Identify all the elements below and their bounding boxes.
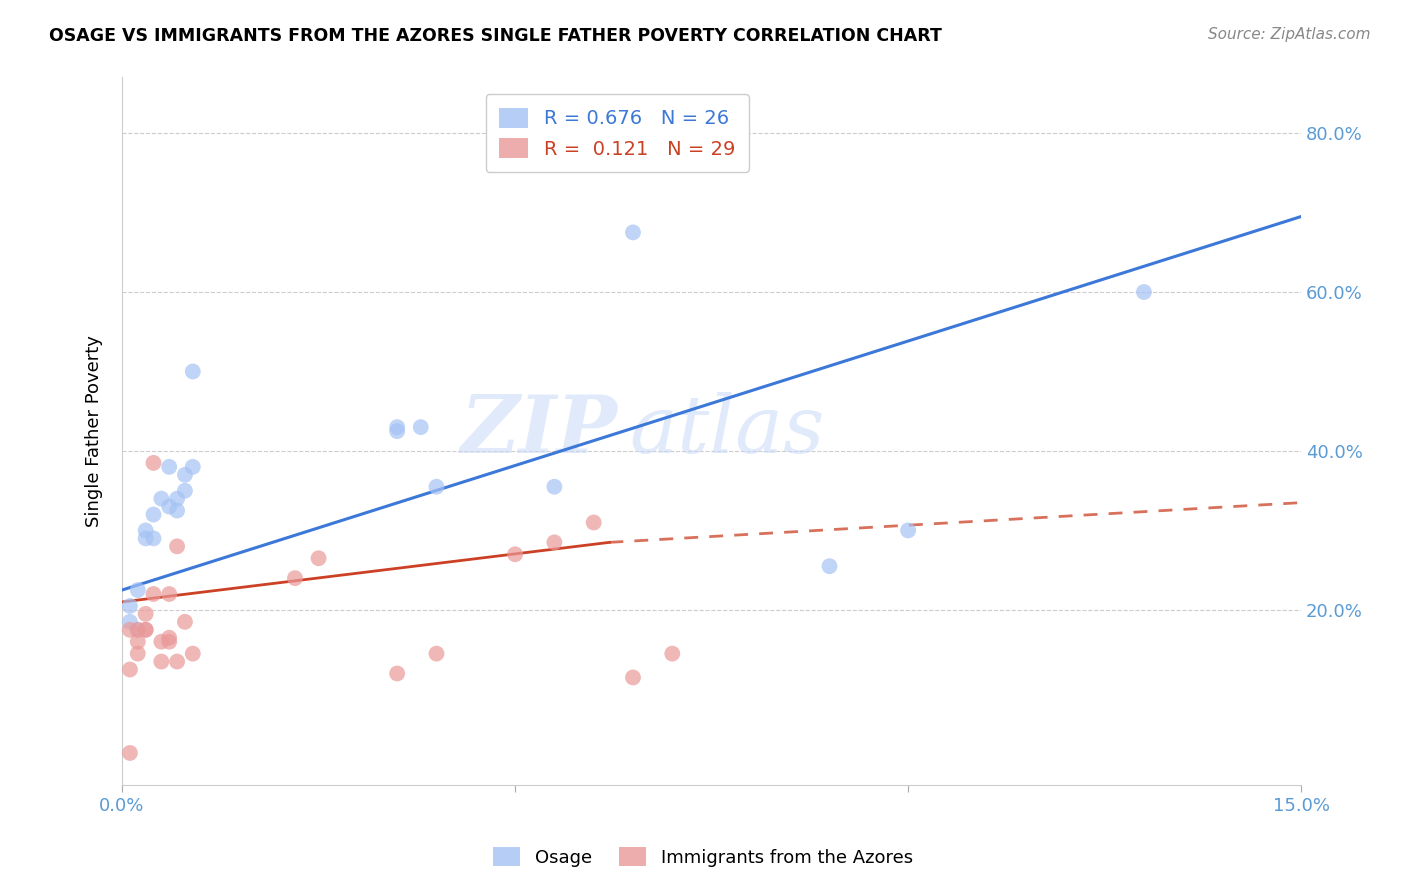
Y-axis label: Single Father Poverty: Single Father Poverty [86, 335, 103, 527]
Point [166, 491, 188, 506]
Point [543, 535, 565, 549]
Point [118, 615, 141, 629]
Legend: R = 0.676   N = 26, R =  0.121   N = 29: R = 0.676 N = 26, R = 0.121 N = 29 [485, 95, 749, 172]
Point [1133, 285, 1156, 299]
Point [425, 647, 447, 661]
Point [150, 634, 173, 648]
Point [308, 551, 330, 566]
Point [127, 582, 149, 597]
Point [409, 420, 432, 434]
Point [157, 459, 180, 474]
Point [897, 524, 920, 538]
Point [582, 516, 605, 530]
Point [284, 571, 307, 585]
Point [135, 532, 157, 546]
Point [621, 226, 644, 240]
Point [142, 532, 165, 546]
Text: Source: ZipAtlas.com: Source: ZipAtlas.com [1208, 27, 1371, 42]
Point [118, 623, 141, 637]
Point [142, 587, 165, 601]
Point [166, 655, 188, 669]
Point [385, 420, 408, 434]
Point [181, 647, 204, 661]
Point [425, 480, 447, 494]
Point [385, 424, 408, 438]
Point [135, 623, 157, 637]
Point [818, 559, 841, 574]
Point [503, 547, 526, 561]
Point [127, 647, 149, 661]
Point [127, 623, 149, 637]
Point [150, 655, 173, 669]
Legend: Osage, Immigrants from the Azores: Osage, Immigrants from the Azores [486, 840, 920, 874]
Text: atlas: atlas [628, 392, 824, 470]
Point [135, 524, 157, 538]
Point [543, 480, 565, 494]
Point [621, 670, 644, 684]
Point [174, 615, 197, 629]
Point [142, 508, 165, 522]
Point [118, 746, 141, 760]
Point [135, 623, 157, 637]
Point [157, 634, 180, 648]
Point [118, 663, 141, 677]
Point [174, 483, 197, 498]
Text: ZIP: ZIP [460, 392, 617, 470]
Point [166, 503, 188, 517]
Point [181, 364, 204, 378]
Point [150, 491, 173, 506]
Point [174, 467, 197, 482]
Point [385, 666, 408, 681]
Point [157, 500, 180, 514]
Point [181, 459, 204, 474]
Point [157, 631, 180, 645]
Point [127, 623, 149, 637]
Point [127, 634, 149, 648]
Point [118, 599, 141, 613]
Point [142, 456, 165, 470]
Point [661, 647, 683, 661]
Point [157, 587, 180, 601]
Point [166, 539, 188, 553]
Point [135, 607, 157, 621]
Text: OSAGE VS IMMIGRANTS FROM THE AZORES SINGLE FATHER POVERTY CORRELATION CHART: OSAGE VS IMMIGRANTS FROM THE AZORES SING… [49, 27, 942, 45]
